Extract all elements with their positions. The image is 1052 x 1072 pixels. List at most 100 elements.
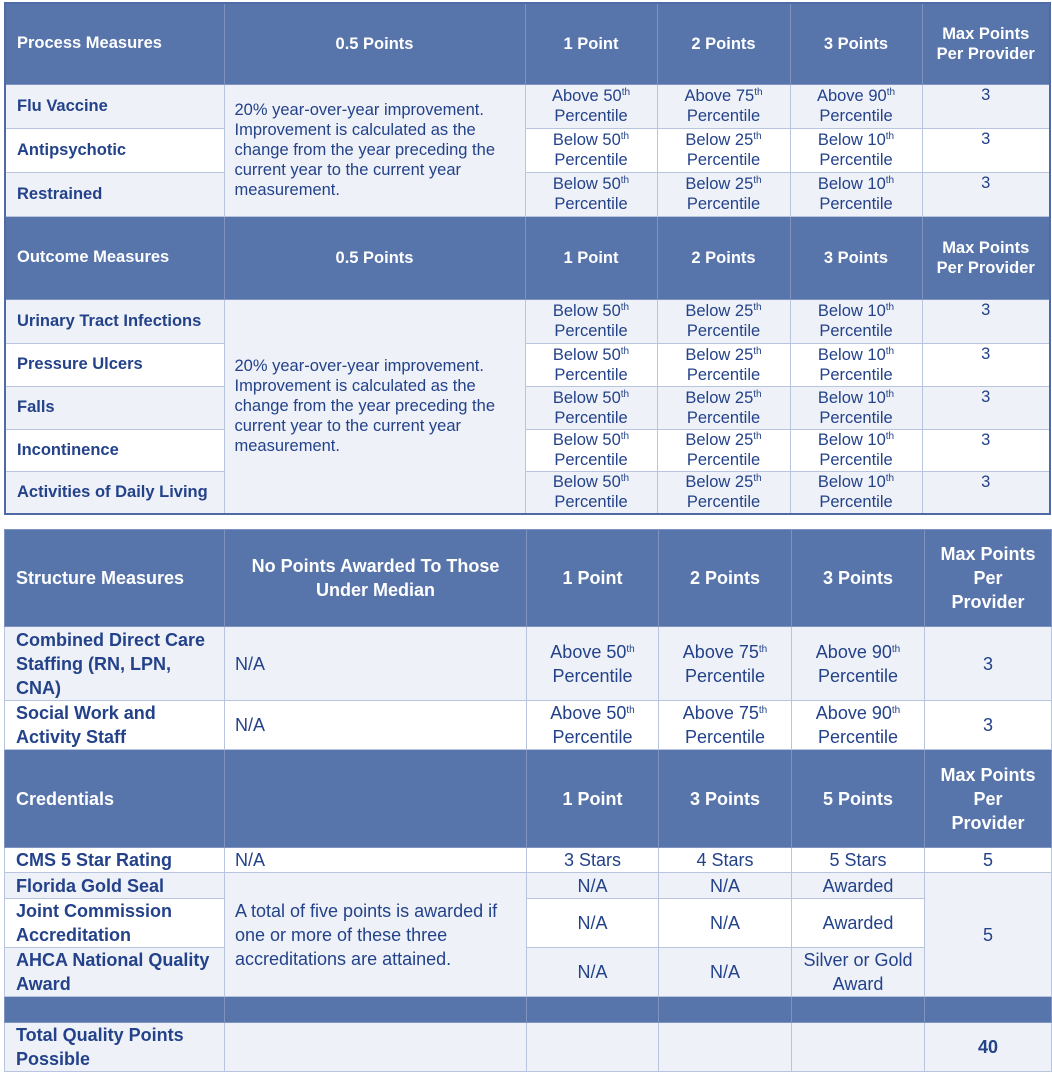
header-col-2: No Points Awarded To Those Under Median [224,529,527,627]
max-points: 3 [924,626,1052,701]
header-max-points: Max Points Per Provider [924,749,1052,848]
threshold: Below 25 [685,388,754,407]
unit: Percentile [819,195,893,213]
unit: Percentile [554,493,628,512]
unit: Percentile [686,107,761,125]
criteria-cell: Awarded [791,898,925,948]
header-measure: Structure Measures [4,529,225,627]
criteria-cell: N/A [658,898,792,948]
max-points: 3 [924,700,1052,750]
total-label: Total Quality Points Possible [4,1022,225,1072]
percentile-cell: Above 50th Percentile [524,83,658,129]
unit: Percentile [819,493,893,512]
measure-row: Florida Gold Seal A total of five points … [4,872,1052,997]
spacer-row [4,996,1052,1023]
ordinal-suffix: th [758,643,768,655]
unit: Percentile [686,322,761,340]
threshold: Below 10 [817,345,886,364]
percentile-cell: Below 10th Percentile [789,342,923,387]
ordinal-suffix: th [758,705,768,716]
header-row: Structure Measures No Points Awarded To T… [4,529,1052,627]
unit: Percentile [554,151,628,169]
percentile-cell: Above 90th Percentile [791,626,925,701]
unit: Percentile [817,727,899,747]
threshold: Below 25 [685,175,754,193]
header-col-5: 5 Points [791,749,925,848]
unit: Percentile [686,151,761,169]
measure-description: N/A [224,626,527,701]
header-max-points: Max Points Per Provider [921,215,1051,300]
ordinal-suffix: th [620,175,630,186]
percentile-cell: Above 75th Percentile [656,83,791,129]
header-max-points: Max Points Per Provider [921,2,1051,85]
criteria-cell: Awarded [791,872,925,899]
ordinal-suffix: th [885,431,895,442]
threshold: Above 75 [682,703,759,723]
header-measure: Outcome Measures [4,215,225,300]
ordinal-suffix: th [620,431,630,442]
max-points: 3 [921,470,1051,515]
criteria-cell: N/A [526,947,659,997]
threshold: Above 90 [816,87,887,105]
threshold: Below 25 [685,431,754,449]
max-points: 3 [921,342,1051,387]
percentile-cell: Above 50th Percentile [526,700,659,750]
threshold: Below 10 [817,175,886,193]
percentile-cell: Below 50th Percentile [524,127,658,173]
ordinal-suffix: th [886,87,896,98]
percentile-cell: Below 10th Percentile [789,171,923,217]
header-col-2: 0.5 Points [223,2,526,85]
header-col-5: 3 Points [789,2,923,85]
ordinal-suffix: th [753,431,762,442]
threshold: Below 50 [552,345,621,364]
measure-name: Incontinence [4,428,225,472]
measure-name: Pressure Ulcers [4,342,225,387]
measure-description: N/A [224,700,527,750]
header-row: Outcome Measures 0.5 Points 1 Point 2 Point… [4,215,1051,300]
threshold: Below 10 [817,388,886,407]
percentile-cell: Above 75th Percentile [658,626,792,701]
threshold: Below 50 [552,302,621,320]
measure-name: Joint Commission Accreditation [4,898,225,948]
threshold: Below 10 [817,302,886,320]
threshold: Below 50 [552,431,621,449]
unit: Percentile [819,365,893,384]
unit: Percentile [554,107,628,125]
threshold: Above 75 [682,641,759,662]
measure-name: Combined Direct Care Staffing (RN, LPN, … [4,626,225,701]
measure-name: Activities of Daily Living [4,470,225,515]
threshold: Below 50 [552,388,621,407]
ordinal-suffix: th [753,175,762,186]
ordinal-suffix: th [891,643,901,655]
measure-name: Antipsychotic [4,127,225,173]
measure-name: Restrained [4,171,225,217]
measure-row: Urinary Tract Infections 20% year-over-ye… [4,298,1051,515]
criteria-cell: N/A [658,872,792,899]
ordinal-suffix: th [753,302,762,313]
spacer-cell [791,996,925,1023]
percentile-cell: Above 75th Percentile [658,700,792,750]
ordinal-suffix: th [620,302,630,313]
measure-name: Urinary Tract Infections [4,298,225,344]
spacer-cell [4,996,225,1023]
measure-name: AHCA National Quality Award [4,947,225,997]
spacer-cell [526,996,659,1023]
max-points: 3 [921,385,1051,430]
unit: Percentile [686,195,761,213]
max-points: 5 [924,872,1052,997]
percentile-cell: Above 90th Percentile [791,700,925,750]
max-points: 3 [921,171,1051,217]
header-measure: Process Measures [4,2,225,85]
measure-row: Flu Vaccine 20% year-over-year improvemen… [4,83,1051,217]
percentile-cell: Above 90th Percentile [789,83,923,129]
ordinal-suffix: th [621,87,631,98]
header-col-3: 1 Point [526,529,659,627]
threshold: Below 50 [552,175,621,193]
criteria-cell: N/A [526,898,659,948]
header-col-3: 1 Point [524,215,658,300]
percentile-cell: Below 10th Percentile [789,470,923,515]
criteria-cell: N/A [526,872,659,899]
measure-row: Joint Commission Accreditation N/A N/A Awar… [4,898,1052,948]
measure-name: Flu Vaccine [4,83,225,129]
unit: Percentile [554,408,628,427]
